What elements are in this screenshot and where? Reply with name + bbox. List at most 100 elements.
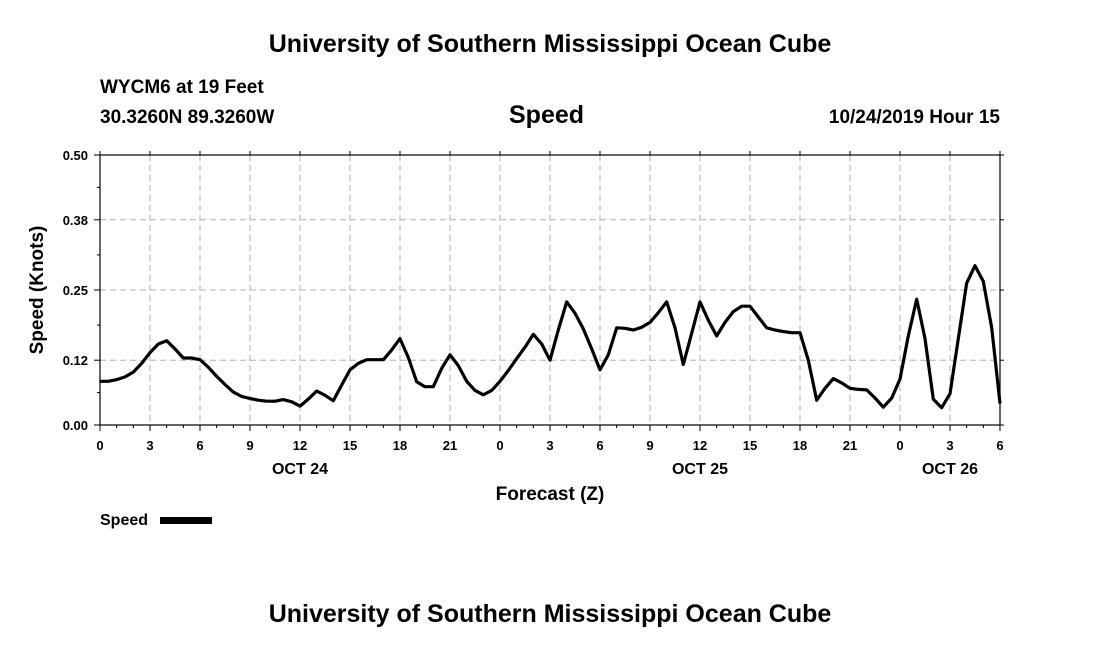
data-point — [740, 305, 743, 308]
data-point — [957, 337, 960, 340]
legend-swatch — [160, 517, 212, 524]
x-tick-labels: 0 3 6 9 12 15 18 21 0 3 6 9 12 15 18 21 0 3 6 — [96, 438, 1003, 453]
data-point — [265, 400, 268, 403]
data-point — [949, 392, 951, 395]
data-point — [190, 357, 193, 359]
legend-label: Speed — [100, 512, 148, 529]
data-point — [490, 389, 493, 392]
x-tick-label: 21 — [443, 438, 457, 453]
data-point — [874, 397, 876, 399]
data-point — [332, 399, 335, 402]
data-point — [532, 333, 535, 336]
grid-lines — [100, 155, 1000, 425]
data-point — [590, 348, 593, 350]
data-point — [390, 349, 393, 351]
data-point — [615, 327, 618, 329]
bottom-title: University of Southern Mississippi Ocean… — [268, 600, 832, 628]
data-point — [690, 332, 693, 335]
data-point — [699, 301, 701, 303]
data-point — [674, 327, 676, 329]
data-point — [99, 380, 101, 383]
data-point — [824, 387, 826, 390]
y-tick-label: 0.38 — [63, 213, 88, 228]
data-point — [482, 394, 485, 396]
data-point — [440, 367, 443, 370]
data-point — [882, 406, 885, 409]
y-tick-labels: 0.00 0.12 0.25 0.38 0.50 — [63, 148, 88, 433]
data-point — [199, 358, 201, 361]
data-point — [857, 388, 860, 391]
x-tick-label: 6 — [996, 438, 1003, 453]
data-point — [165, 340, 168, 342]
data-point — [424, 385, 426, 388]
data-point — [965, 282, 968, 284]
data-point — [565, 301, 568, 303]
x-tick-label: 3 — [146, 438, 153, 453]
data-point — [515, 357, 518, 360]
data-point — [290, 401, 293, 403]
data-point — [765, 327, 768, 329]
data-point — [865, 389, 868, 391]
data-point — [607, 354, 610, 356]
x-tick-label: 18 — [793, 438, 807, 453]
data-point — [974, 264, 976, 267]
y-tick-label: 0.50 — [63, 148, 88, 163]
data-point — [324, 394, 326, 397]
data-point — [474, 389, 476, 392]
x-tick-label: 21 — [843, 438, 857, 453]
station-label: WYCM6 at 19 Feet — [100, 77, 264, 98]
data-point — [682, 363, 685, 366]
datetime-label: 10/24/2019 Hour 15 — [828, 107, 1000, 128]
data-point — [149, 351, 151, 354]
y-axis-label: Speed (Knots) — [27, 226, 48, 355]
series-lines — [99, 264, 1002, 410]
data-point — [982, 280, 985, 283]
x-tick-label: 9 — [246, 438, 253, 453]
data-point — [924, 337, 926, 340]
data-point — [799, 331, 801, 334]
data-point — [215, 375, 218, 378]
data-point — [815, 399, 818, 402]
data-point — [749, 305, 751, 308]
x-tick-label: 6 — [596, 438, 603, 453]
data-point — [340, 384, 343, 386]
data-point — [499, 380, 501, 383]
data-point — [382, 358, 385, 361]
data-point — [732, 310, 735, 313]
data-point — [849, 387, 851, 390]
data-point — [640, 326, 643, 329]
data-point — [840, 382, 843, 384]
data-point — [807, 359, 810, 362]
data-point — [890, 397, 893, 399]
data-point — [207, 366, 210, 369]
data-point — [274, 400, 276, 403]
data-point — [524, 346, 526, 349]
data-point — [999, 402, 1001, 405]
data-point — [349, 369, 351, 371]
x-tick-label: 3 — [946, 438, 953, 453]
data-point — [157, 343, 160, 345]
data-point — [907, 335, 910, 337]
data-point — [432, 385, 435, 388]
data-point — [915, 298, 918, 301]
data-point — [649, 321, 651, 324]
x-tick-label: 0 — [896, 438, 903, 453]
data-point — [665, 301, 668, 303]
day-label: OCT 24 — [272, 461, 328, 478]
y-tick-label: 0.12 — [63, 353, 88, 368]
data-point — [457, 364, 460, 367]
data-point — [140, 362, 143, 365]
data-point — [282, 398, 285, 401]
chart-title: Speed — [509, 101, 585, 129]
data-point — [132, 371, 135, 373]
data-point — [707, 319, 710, 322]
data-point — [415, 381, 418, 383]
data-point — [240, 395, 243, 398]
data-point — [174, 348, 176, 350]
data-point — [832, 377, 835, 380]
day-label: OCT 26 — [922, 461, 978, 478]
data-point — [407, 356, 410, 359]
data-point — [299, 405, 301, 407]
data-point — [932, 398, 935, 400]
data-point — [249, 397, 251, 400]
